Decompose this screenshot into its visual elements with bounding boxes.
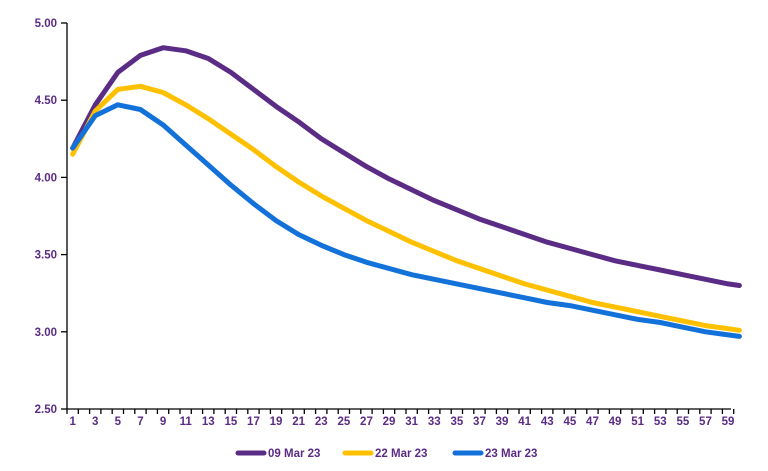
x-axis-label: 27 xyxy=(360,416,373,428)
x-axis-label: 13 xyxy=(202,416,215,428)
x-axis-label: 19 xyxy=(270,416,283,428)
x-axis-label: 57 xyxy=(699,416,712,428)
y-axis-label: 2.50 xyxy=(35,404,57,416)
legend-label-22-mar-23: 22 Mar 23 xyxy=(375,448,427,460)
legend-label-09-mar-23: 09 Mar 23 xyxy=(268,448,320,460)
x-axis-label: 53 xyxy=(654,416,667,428)
x-axis-label: 35 xyxy=(450,416,463,428)
series-line-22-mar-23 xyxy=(70,83,742,333)
y-axis-label: 4.00 xyxy=(35,172,57,184)
y-axis-label: 3.50 xyxy=(35,250,57,262)
series-line-23-mar-23 xyxy=(70,102,742,339)
x-axis-label: 59 xyxy=(722,416,735,428)
series-line-09-mar-23 xyxy=(70,45,742,288)
x-axis-label: 3 xyxy=(92,416,98,428)
x-axis-label: 9 xyxy=(160,416,166,428)
x-axis-label: 37 xyxy=(473,416,486,428)
x-axis-label: 31 xyxy=(405,416,418,428)
x-axis-label: 55 xyxy=(676,416,689,428)
x-axis-label: 39 xyxy=(496,416,509,428)
legend-label-23-mar-23: 23 Mar 23 xyxy=(485,448,537,460)
x-axis-label: 29 xyxy=(383,416,396,428)
x-axis-label: 7 xyxy=(137,416,143,428)
x-axis-label: 45 xyxy=(563,416,576,428)
x-axis-label: 21 xyxy=(292,416,305,428)
y-axis-label: 5.00 xyxy=(35,18,57,30)
x-axis-label: 33 xyxy=(428,416,441,428)
x-axis-label: 47 xyxy=(586,416,599,428)
x-axis-label: 25 xyxy=(337,416,350,428)
x-axis-label: 5 xyxy=(115,416,122,428)
x-axis-label: 1 xyxy=(69,416,76,428)
x-axis-label: 17 xyxy=(247,416,260,428)
y-axis-label: 4.50 xyxy=(35,95,57,107)
x-axis-label: 23 xyxy=(315,416,328,428)
x-axis-label: 51 xyxy=(631,416,644,428)
x-axis-label: 11 xyxy=(180,416,193,428)
x-axis-label: 41 xyxy=(518,416,531,428)
y-axis-label: 3.00 xyxy=(35,327,57,339)
x-axis-label: 49 xyxy=(609,416,622,428)
x-axis-label: 15 xyxy=(224,416,237,428)
x-axis-label: 43 xyxy=(541,416,554,428)
